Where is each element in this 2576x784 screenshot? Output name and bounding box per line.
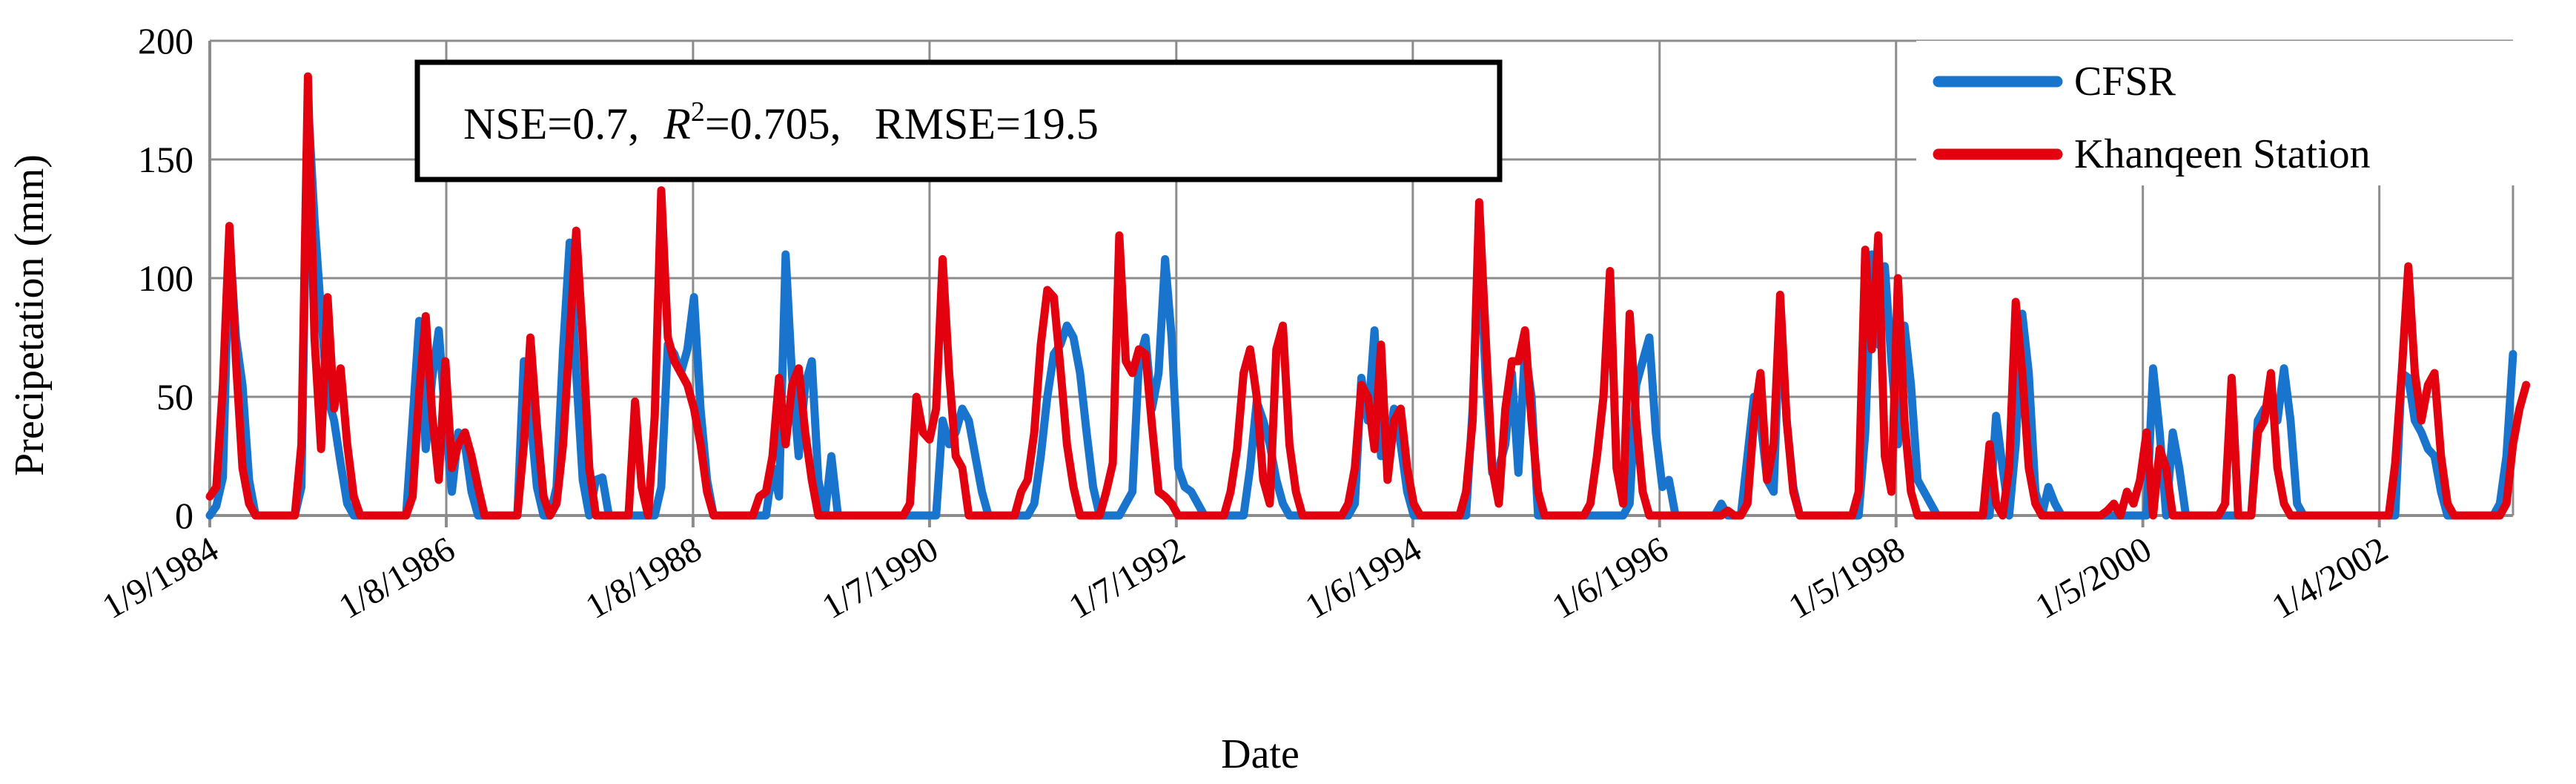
x-tick-label: 1/6/1996	[1546, 530, 1675, 627]
x-tick-labels: 1/9/1984 1/8/1986 1/8/1988 1/7/1990 1/7/1992…	[96, 530, 2394, 627]
x-tick-label: 1/5/2000	[2029, 530, 2158, 627]
y-tick-label: 200	[138, 20, 193, 62]
y-axis-title: Precipetation (mm)	[7, 154, 53, 476]
x-tick-label: 1/6/1994	[1299, 530, 1428, 627]
x-tick-label: 1/8/1988	[579, 530, 708, 627]
x-tick-label: 1/7/1992	[1062, 530, 1191, 627]
legend-label-cfsr: CFSR	[2074, 59, 2176, 105]
stats-r2-sup: 2	[691, 96, 705, 128]
x-tick-label: 1/9/1984	[96, 530, 225, 627]
y-tick-label: 0	[175, 495, 193, 536]
stats-r2-value: =0.705,	[705, 99, 841, 148]
y-tick-label: 50	[156, 376, 193, 418]
y-tick-label: 100	[138, 257, 193, 299]
y-tick-labels: 0 50 100 150 200	[138, 20, 193, 536]
legend: CFSR Khanqeen Station	[1916, 41, 2517, 185]
series-line-khanqeen-station	[205, 72, 2531, 520]
y-tick-label: 150	[138, 139, 193, 180]
series-layer	[205, 72, 2531, 520]
x-tick-label: 1/5/1998	[1782, 530, 1911, 627]
x-tick-label: 1/8/1986	[332, 530, 461, 627]
stats-nse: NSE=0.7,	[463, 99, 639, 148]
legend-label-khanqeen: Khanqeen Station	[2074, 131, 2371, 177]
stats-rmse: RMSE=19.5	[875, 99, 1099, 148]
x-tick-label: 1/7/1990	[815, 530, 944, 627]
stats-text: NSE=0.7, R2=0.705, RMSE=19.5	[463, 96, 1099, 148]
x-tick-label: 1/4/2002	[2265, 530, 2394, 627]
stats-r2-label: R	[663, 99, 691, 148]
x-axis-title: Date	[1221, 731, 1299, 777]
stats-box: NSE=0.7, R2=0.705, RMSE=19.5	[414, 59, 1503, 182]
